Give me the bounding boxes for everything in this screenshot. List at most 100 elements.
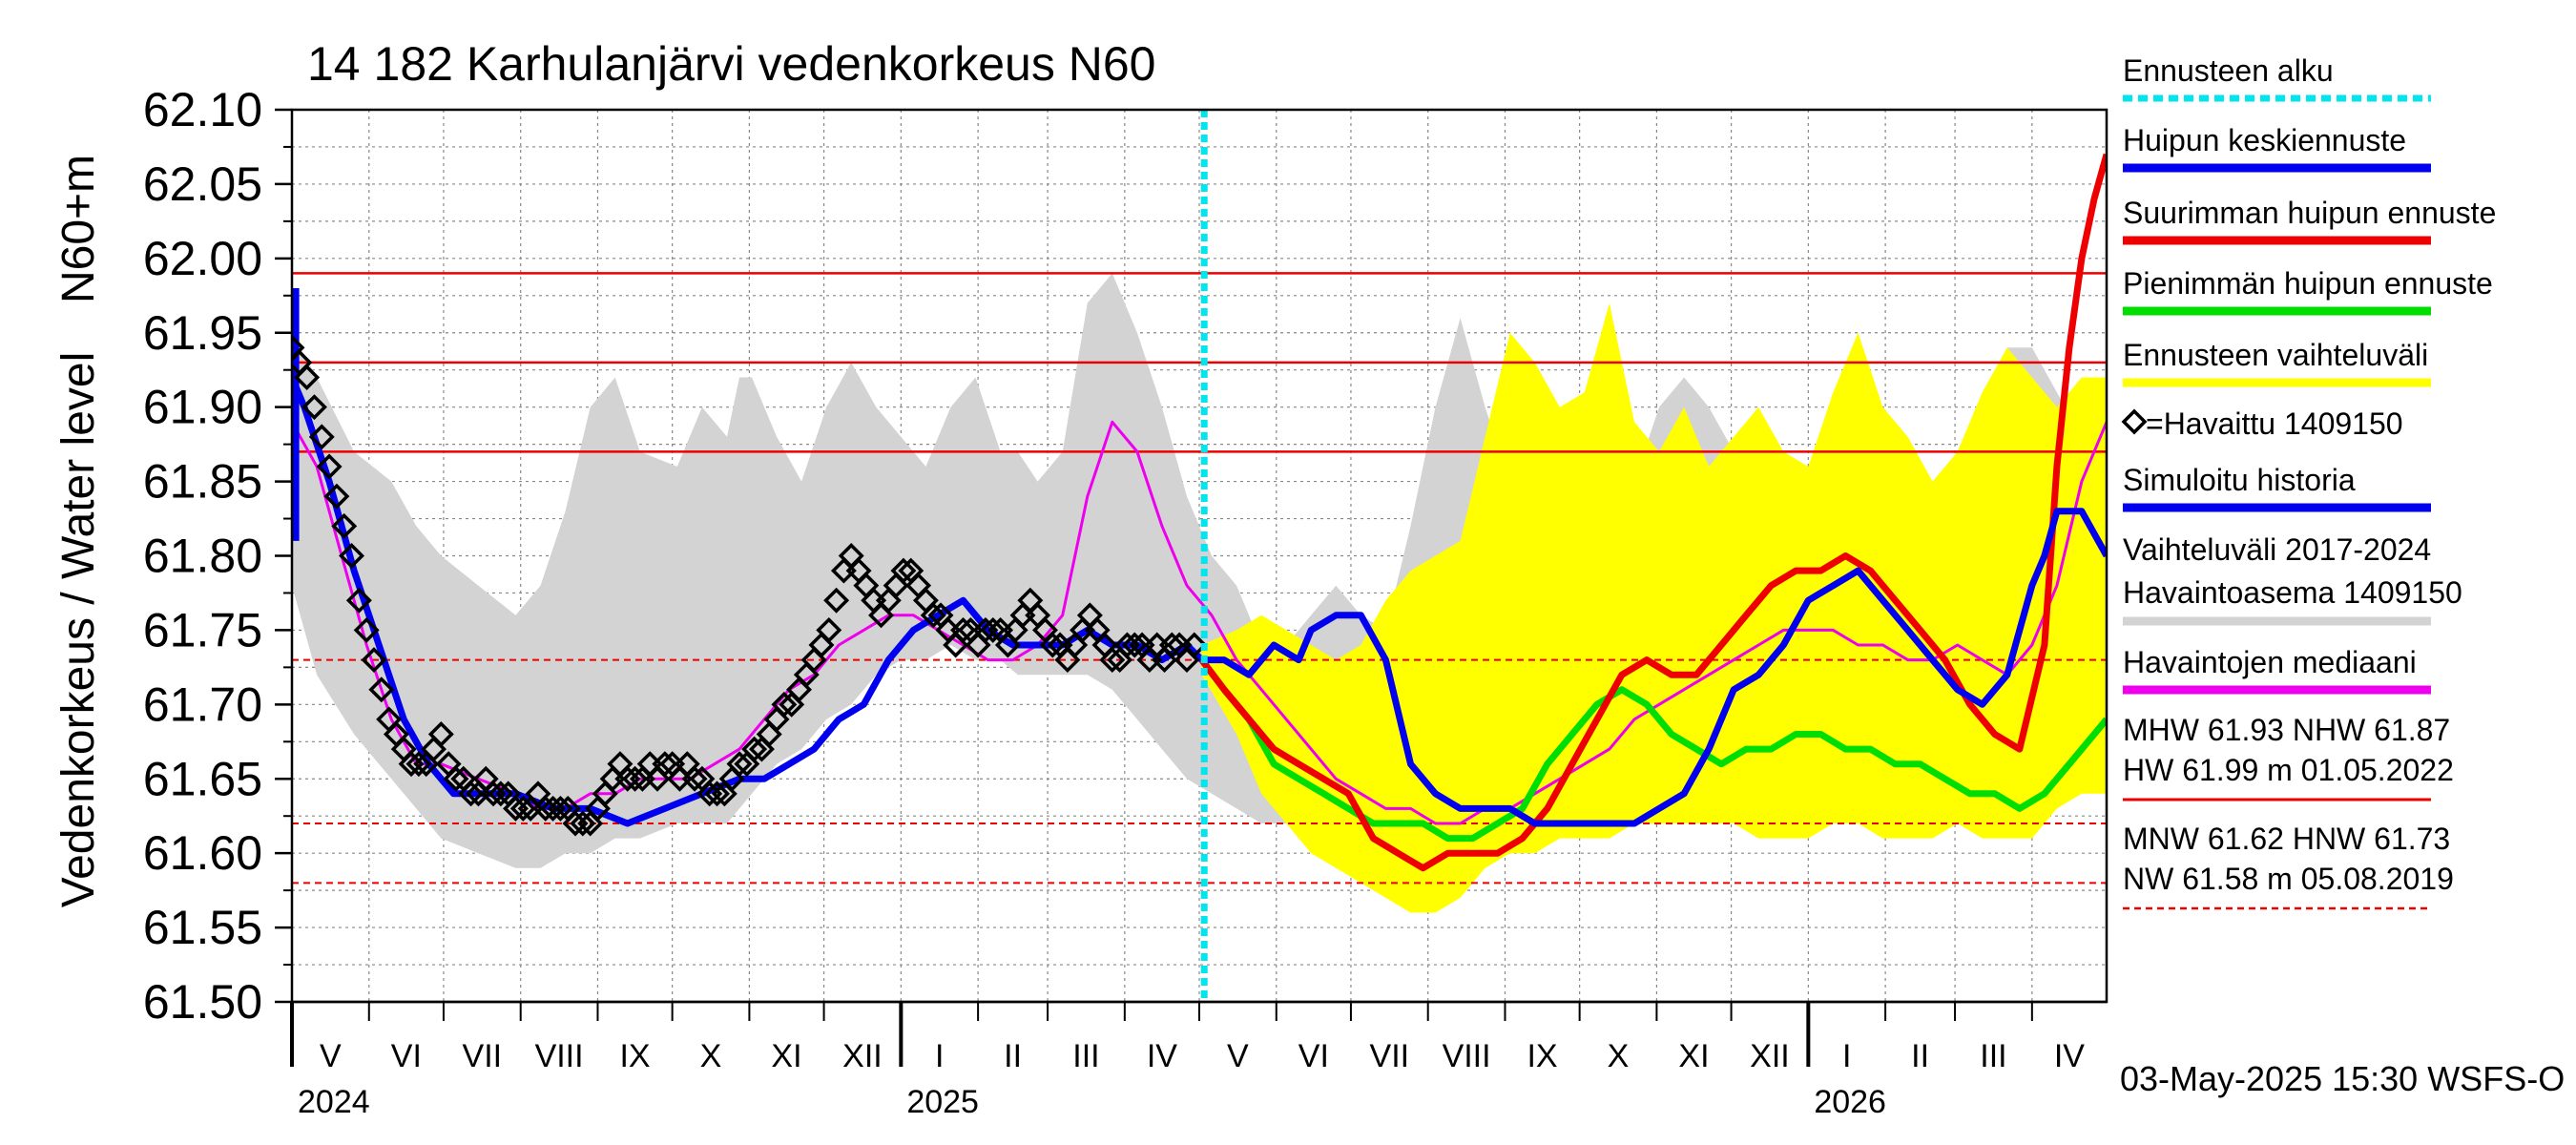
year-label: 2026 [1814, 1084, 1886, 1120]
observed-marker [1158, 632, 1185, 658]
legend-label: Havaintojen mediaani [2123, 645, 2417, 679]
observed-marker [652, 751, 678, 778]
legend-item: Ennusteen vaihteluväli [2123, 338, 2431, 387]
observed-marker [458, 781, 485, 807]
y-tick-label: 62.10 [143, 83, 262, 136]
month-label: X [1608, 1038, 1630, 1074]
observed-marker [1099, 647, 1126, 674]
year-label: 2024 [298, 1084, 370, 1120]
observed-marker [570, 810, 596, 837]
observed-marker [488, 781, 514, 807]
legend-label: Ennusteen vaihteluväli [2123, 338, 2428, 372]
legend-item: Suurimman huipun ennuste [2123, 196, 2496, 245]
month-label: VI [391, 1038, 422, 1074]
observed-marker [294, 364, 321, 390]
month-label: III [1072, 1038, 1099, 1074]
legend-item: Huipun keskiennuste [2123, 123, 2431, 173]
x-axis-ticks: V VI VII VIII IX X XI XII I II III IV V VI VII VIII IX X X… [290, 1000, 2107, 1120]
month-label: V [320, 1038, 342, 1074]
observed-marker [980, 616, 1007, 643]
month-label: I [935, 1038, 944, 1074]
y-axis-ticks: 61.50 61.55 61.60 61.65 61.70 61.75 61.80 61.85… [143, 83, 292, 1029]
legend-marker [2121, 408, 2148, 435]
observed-marker [443, 765, 469, 792]
legend-label: =Havaittu 1409150 [2146, 406, 2403, 441]
y-tick-label: 61.90 [143, 381, 262, 434]
observed-marker [345, 587, 372, 614]
observed-marker [950, 616, 976, 643]
month-label: X [700, 1038, 722, 1074]
legend-label: Suurimman huipun ennuste [2123, 196, 2496, 230]
legend-label-2: NW 61.58 m 05.08.2019 [2123, 862, 2454, 896]
observed-marker [816, 616, 842, 643]
month-label: IX [619, 1038, 650, 1074]
observed-marker [323, 483, 350, 510]
observed-marker [308, 424, 335, 450]
band-forecast-range [1201, 302, 2107, 913]
month-label: III [1980, 1038, 2006, 1074]
y-tick-label: 61.50 [143, 975, 262, 1029]
legend-label: Ennusteen alku [2123, 53, 2334, 88]
observed-marker [301, 394, 327, 421]
series-line [1198, 657, 2107, 843]
legend-label: Vaihteluväli 2017-2024 [2123, 532, 2431, 567]
observed-marker [405, 751, 432, 778]
month-label: VI [1298, 1038, 1329, 1074]
observed-marker [361, 647, 387, 674]
month-label: XI [771, 1038, 801, 1074]
series-layer [292, 153, 2107, 913]
y-axis-label-inner: N60+m [53, 155, 104, 303]
month-label: IX [1527, 1038, 1557, 1074]
y-tick-label: 61.65 [143, 752, 262, 805]
year-label: 2025 [906, 1084, 979, 1120]
month-label: VII [463, 1038, 503, 1074]
legend-item: Havaintojen mediaani [2123, 645, 2431, 695]
legend-item: MHW 61.93 NHW 61.87 HW 61.99 m 01.05.2022 [2123, 713, 2454, 802]
legend-label-2: Havaintoasema 1409150 [2123, 575, 2462, 610]
month-label: XII [842, 1038, 883, 1074]
legend-item: Simuloitu historia [2123, 463, 2431, 512]
observed-marker [331, 512, 358, 539]
month-label: XI [1678, 1038, 1709, 1074]
legend-item: MNW 61.62 HNW 61.73 NW 61.58 m 05.08.2019 [2123, 822, 2454, 910]
observed-marker [509, 795, 536, 822]
observed-marker [726, 751, 753, 778]
observed-marker [1121, 632, 1148, 658]
y-tick-label: 61.85 [143, 455, 262, 509]
legend-label-2: HW 61.99 m 01.05.2022 [2123, 753, 2454, 787]
y-tick-label: 62.05 [143, 157, 262, 211]
month-label: IV [1147, 1038, 1177, 1074]
month-label: II [1911, 1038, 1929, 1074]
legend-label: Pienimmän huipun ennuste [2123, 266, 2493, 301]
y-tick-label: 61.80 [143, 530, 262, 583]
observed-marker [890, 557, 917, 584]
legend-label: MHW 61.93 NHW 61.87 [2123, 713, 2450, 747]
observed-marker [681, 765, 708, 792]
observed-marker [1039, 632, 1066, 658]
y-tick-label: 61.95 [143, 306, 262, 360]
month-label: IV [2054, 1038, 2085, 1074]
observed-marker [920, 602, 946, 629]
observed-marker [427, 721, 454, 747]
observed-marker [771, 691, 798, 718]
y-tick-label: 61.55 [143, 901, 262, 954]
footer-timestamp: 03-May-2025 15:30 WSFS-O [2120, 1059, 2565, 1098]
chart-title: 14 182 Karhulanjärvi vedenkorkeus N60 [307, 37, 1155, 91]
month-label: II [1004, 1038, 1022, 1074]
observed-marker [823, 587, 850, 614]
observed-marker [339, 543, 365, 569]
observed-marker [704, 781, 731, 807]
legend-item: Vaihteluväli 2017-2024 Havaintoasema 140… [2123, 532, 2462, 626]
plot-area [290, 108, 2109, 1004]
series-line [1201, 508, 2107, 827]
legend-label: MNW 61.62 HNW 61.73 [2123, 822, 2450, 856]
y-tick-label: 62.00 [143, 232, 262, 285]
observed-marker [316, 453, 343, 480]
month-label: VIII [1443, 1038, 1491, 1074]
legend-label: Simuloitu historia [2123, 463, 2356, 497]
legend-item: Pienimmän huipun ennuste [2123, 266, 2493, 316]
observed-marker [547, 795, 573, 822]
month-label: XII [1750, 1038, 1790, 1074]
month-label: I [1842, 1038, 1851, 1074]
